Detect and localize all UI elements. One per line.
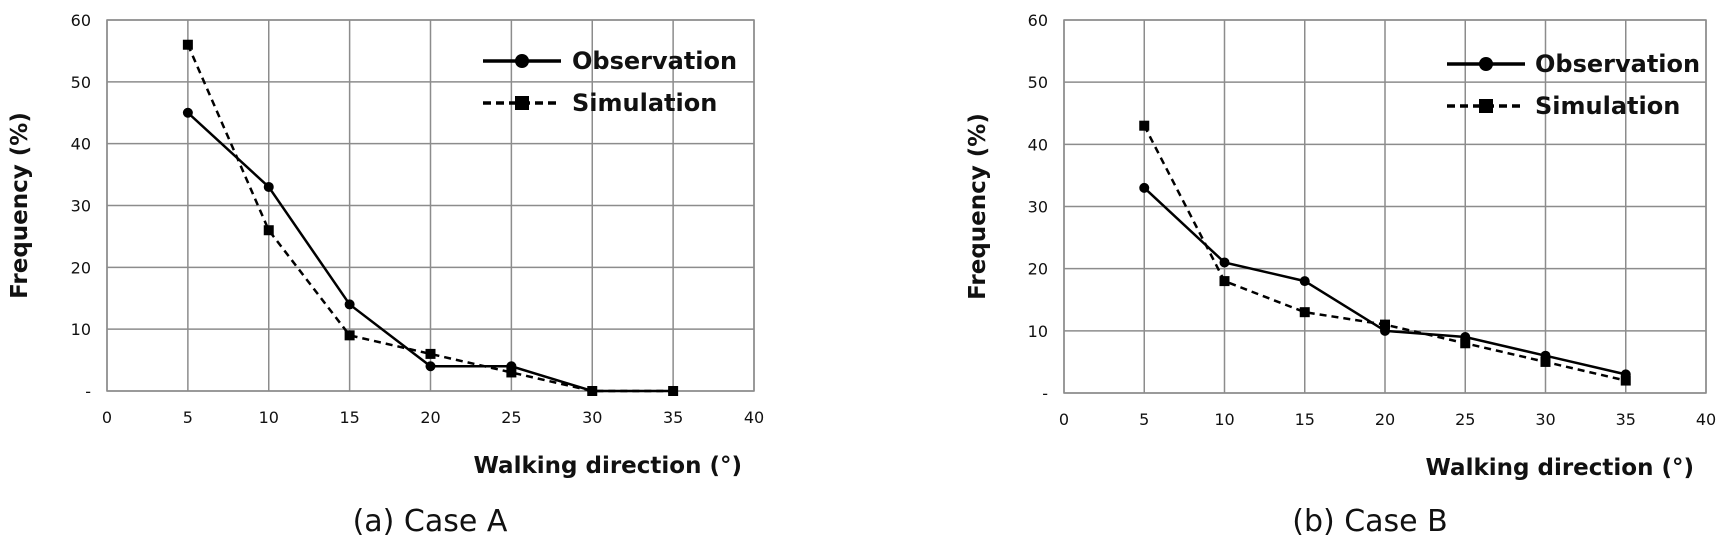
x-tick-label: 20 xyxy=(420,408,440,427)
panel-caption: (b) Case B xyxy=(1292,504,1448,539)
plot-frame xyxy=(106,19,755,392)
data-point xyxy=(344,330,355,341)
data-point xyxy=(1460,338,1471,349)
x-tick-label: 30 xyxy=(582,408,602,427)
x-tick-label: 20 xyxy=(1375,410,1395,429)
y-tick-label: 10 xyxy=(1028,322,1048,341)
x-tick-label: 5 xyxy=(183,408,193,427)
data-point xyxy=(1299,276,1310,287)
x-tick-label: 10 xyxy=(1214,410,1234,429)
series-simulation xyxy=(1139,120,1631,386)
legend-entry: Simulation xyxy=(483,89,717,117)
y-tick-label: 10 xyxy=(71,320,91,339)
x-tick-label: 40 xyxy=(1696,410,1716,429)
data-point xyxy=(1139,182,1150,193)
data-point xyxy=(1219,276,1230,287)
y-tick-label: - xyxy=(85,382,91,401)
legend-entry: Simulation xyxy=(1447,92,1680,120)
legend-marker-circle xyxy=(515,54,529,68)
x-tick-label: 0 xyxy=(1059,410,1069,429)
plot-frame xyxy=(1063,19,1707,394)
legend-marker-square xyxy=(1479,99,1493,113)
data-point xyxy=(1219,257,1230,268)
legend-entry: Observation xyxy=(483,47,737,75)
x-axis-title: Walking direction (°) xyxy=(1426,455,1695,481)
data-point xyxy=(1380,319,1390,330)
data-point xyxy=(506,367,517,378)
x-tick-label: 35 xyxy=(1616,410,1636,429)
data-point xyxy=(425,361,436,372)
y-tick-label: 20 xyxy=(71,258,91,277)
series-simulation xyxy=(182,39,679,396)
x-tick-label: 10 xyxy=(259,408,279,427)
data-point xyxy=(263,225,274,236)
data-point xyxy=(1299,307,1310,318)
x-tick-label: 25 xyxy=(1455,410,1475,429)
x-tick-label: 5 xyxy=(1139,410,1149,429)
legend-entry: Observation xyxy=(1447,50,1700,78)
y-tick-label: 20 xyxy=(1028,260,1048,279)
legend-label: Simulation xyxy=(572,89,717,117)
legend-label: Simulation xyxy=(1535,92,1680,120)
legend-label: Observation xyxy=(572,47,737,75)
panel-caption: (a) Case A xyxy=(353,504,508,539)
y-tick-label: - xyxy=(1042,384,1048,403)
data-point xyxy=(182,107,193,118)
y-axis-title: Frequency (%) xyxy=(7,112,33,299)
y-tick-label: 40 xyxy=(1028,135,1048,154)
legend-label: Observation xyxy=(1535,50,1700,78)
legend-marker-square xyxy=(515,96,529,110)
y-tick-label: 30 xyxy=(71,197,91,216)
chart-panel-case-b: 0 5 10 15 20 25 30 35 40 - 10 20 30 40 50 60 Frequency (… xyxy=(965,11,1716,539)
grid xyxy=(106,19,755,392)
y-axis-title: Frequency (%) xyxy=(965,113,991,300)
data-point xyxy=(344,299,355,310)
x-tick-label: 25 xyxy=(501,408,521,427)
y-tick-label: 50 xyxy=(1028,73,1048,92)
x-tick-label: 15 xyxy=(339,408,359,427)
y-tick-label: 50 xyxy=(71,73,91,92)
x-tick-label: 15 xyxy=(1295,410,1315,429)
data-point xyxy=(1540,356,1551,367)
chart-panel-case-a: 0 5 10 15 20 25 30 35 40 - 10 20 30 40 50 60 Frequency (… xyxy=(7,11,764,539)
x-tick-label: 40 xyxy=(744,408,764,427)
x-tick-label: 30 xyxy=(1535,410,1555,429)
data-point xyxy=(182,39,193,50)
legend-marker-circle xyxy=(1479,57,1493,71)
x-axis-title: Walking direction (°) xyxy=(474,453,743,479)
data-point xyxy=(1139,120,1150,131)
x-tick-label: 0 xyxy=(102,408,112,427)
data-point xyxy=(1620,375,1631,386)
y-tick-label: 40 xyxy=(71,135,91,154)
data-point xyxy=(263,181,274,192)
x-tick-label: 35 xyxy=(663,408,683,427)
y-tick-label: 60 xyxy=(1028,11,1048,30)
data-point xyxy=(425,348,436,359)
y-tick-label: 30 xyxy=(1028,198,1048,217)
data-point xyxy=(587,386,598,396)
y-tick-label: 60 xyxy=(71,11,91,30)
data-point xyxy=(668,386,679,396)
